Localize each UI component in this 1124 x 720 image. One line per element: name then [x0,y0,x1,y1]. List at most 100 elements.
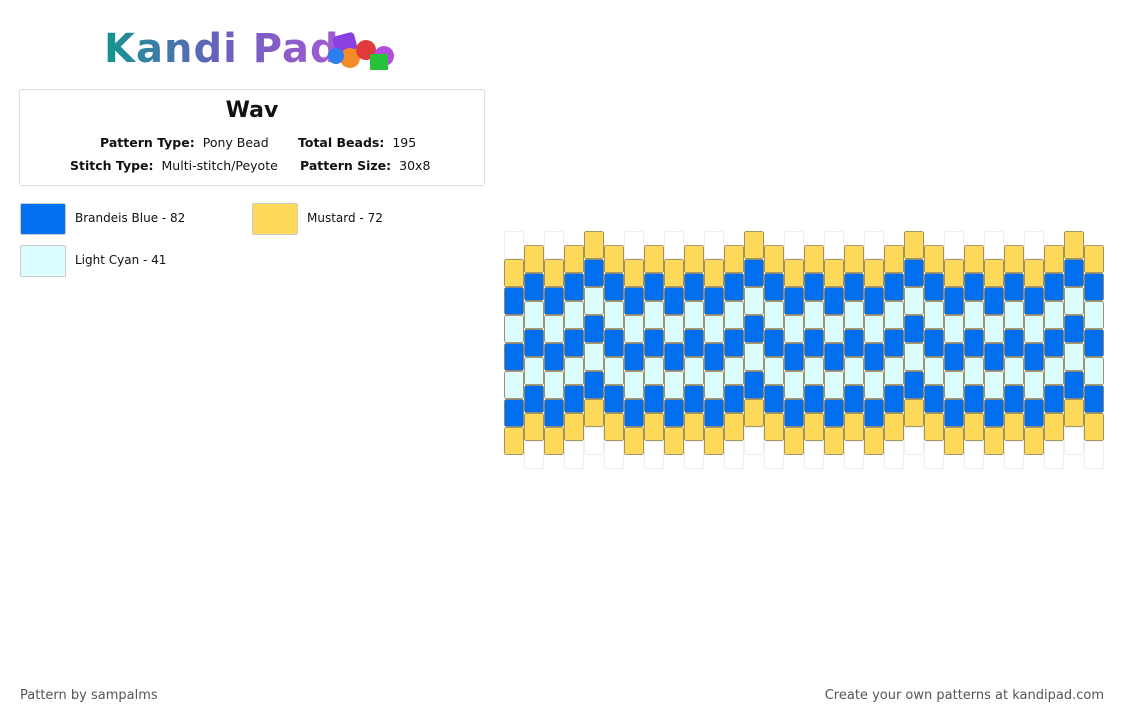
bead [984,399,1004,427]
bead [624,343,644,371]
empty-bead [1004,441,1024,469]
empty-bead [584,427,604,455]
field: Stitch Type: Multi-stitch/Peyote [70,158,278,173]
bead [764,329,784,357]
bead [984,259,1004,287]
logo[interactable]: Kandi Pad [104,26,340,72]
bead-pattern [504,231,1104,469]
bead [644,413,664,441]
empty-bead [1044,441,1064,469]
bead [524,273,544,301]
bead [604,413,624,441]
bead [1084,385,1104,413]
bead [524,245,544,273]
bead [664,287,684,315]
empty-bead [844,441,864,469]
bead [684,385,704,413]
bead [964,385,984,413]
bead [804,245,824,273]
bead [844,273,864,301]
empty-bead [884,441,904,469]
empty-bead [504,231,524,259]
bead [984,371,1004,399]
bead [644,329,664,357]
field: Total Beads: 195 [298,135,416,150]
bead [544,315,564,343]
bead [604,329,624,357]
bead [684,301,704,329]
empty-bead [544,231,564,259]
bead [824,427,844,455]
empty-bead [984,231,1004,259]
bead [1004,329,1024,357]
bead [984,427,1004,455]
bead [704,259,724,287]
bead [904,259,924,287]
empty-bead [624,231,644,259]
bead [684,329,704,357]
bead [664,315,684,343]
bead [724,245,744,273]
field-value: Multi-stitch/Peyote [161,158,278,173]
bead [684,357,704,385]
empty-bead [704,231,724,259]
bead [564,413,584,441]
bead [1064,371,1084,399]
bead [844,385,864,413]
bead [704,287,724,315]
bead [904,315,924,343]
empty-bead [1064,427,1084,455]
bead [824,259,844,287]
bead [964,245,984,273]
bead [944,287,964,315]
bead [604,245,624,273]
bead [844,301,864,329]
bead [844,357,864,385]
bead [684,273,704,301]
bead [704,427,724,455]
field-label: Stitch Type: [70,158,154,173]
bead [664,371,684,399]
bead [764,273,784,301]
bead [684,413,704,441]
bead [644,273,664,301]
bead [844,245,864,273]
bead [564,245,584,273]
bead [1044,329,1064,357]
bead [724,413,744,441]
bead [764,357,784,385]
bead [744,231,764,259]
bead [624,315,644,343]
bead [1044,273,1064,301]
empty-bead [944,231,964,259]
field: Pattern Size: 30x8 [300,158,430,173]
bead [1084,413,1104,441]
bead [1064,287,1084,315]
legend-label: Light Cyan - 41 [75,253,167,267]
site-link[interactable]: Create your own patterns at kandipad.com [824,688,1104,703]
bead [564,385,584,413]
bead [524,413,544,441]
bead [1004,301,1024,329]
bead [784,371,804,399]
bead [924,329,944,357]
legend-label: Mustard - 72 [307,211,383,225]
bead [884,301,904,329]
bead [804,385,824,413]
field-value: 195 [392,135,417,150]
bead [1084,245,1104,273]
bead [1004,245,1024,273]
bead [724,329,744,357]
empty-bead [764,441,784,469]
bead [764,301,784,329]
bead [824,343,844,371]
bead [964,357,984,385]
bead [1024,343,1044,371]
empty-bead [664,231,684,259]
bead [824,287,844,315]
bead [904,399,924,427]
bead [584,315,604,343]
bead [564,357,584,385]
bead [1044,385,1064,413]
